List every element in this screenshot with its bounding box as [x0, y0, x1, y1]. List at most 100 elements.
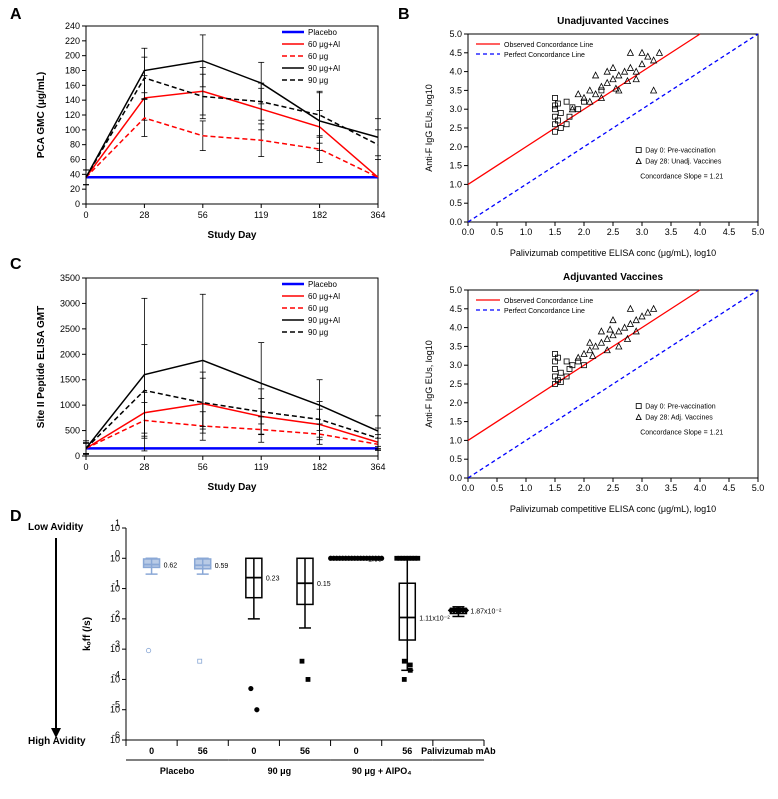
svg-text:1.0: 1.0 [520, 227, 533, 237]
svg-text:100: 100 [65, 125, 80, 135]
svg-text:Placebo: Placebo [308, 280, 337, 289]
svg-text:Day 0: Pre-vaccination: Day 0: Pre-vaccination [645, 148, 716, 155]
svg-text:Site II Peptide ELISA GMT: Site II Peptide ELISA GMT [36, 306, 47, 428]
svg-text:20: 20 [70, 184, 80, 194]
svg-text:56: 56 [198, 746, 208, 756]
svg-text:3.0: 3.0 [636, 227, 649, 237]
svg-text:140: 140 [65, 95, 80, 105]
svg-text:90 μg+Al: 90 μg+Al [308, 64, 340, 73]
svg-text:PCA GMC (μg/mL): PCA GMC (μg/mL) [36, 72, 47, 158]
svg-text:2.0: 2.0 [578, 227, 591, 237]
panel-label-a: A [10, 6, 22, 24]
svg-text:5.0: 5.0 [752, 483, 765, 493]
svg-text:Day 28: Adj. Vaccines: Day 28: Adj. Vaccines [645, 415, 713, 422]
svg-text:Low Avidity: Low Avidity [28, 522, 84, 533]
svg-text:Palivizumab competitive ELISA: Palivizumab competitive ELISA conc (μg/m… [510, 248, 716, 258]
svg-text:Day 28: Unadj. Vaccines: Day 28: Unadj. Vaccines [645, 159, 722, 166]
svg-text:3500: 3500 [60, 273, 80, 283]
svg-text:3.5: 3.5 [449, 85, 462, 95]
svg-text:3.0: 3.0 [636, 483, 649, 493]
svg-text:2.0: 2.0 [578, 483, 591, 493]
svg-text:1.0: 1.0 [520, 483, 533, 493]
svg-text:Study Day: Study Day [208, 230, 257, 241]
svg-text:0.15: 0.15 [317, 581, 331, 588]
svg-text:Perfect Concordance Line: Perfect Concordance Line [504, 308, 585, 315]
svg-text:Concordance Slope = 1.21: Concordance Slope = 1.21 [640, 430, 723, 437]
svg-text:Perfect Concordance Line: Perfect Concordance Line [504, 52, 585, 59]
svg-text:2.5: 2.5 [449, 123, 462, 133]
svg-text:Anti-F IgG EUs, log10: Anti-F IgG EUs, log10 [424, 340, 434, 428]
svg-text:1.5: 1.5 [449, 417, 462, 427]
svg-text:1000: 1000 [60, 400, 80, 410]
panel-label-b: B [398, 6, 410, 24]
svg-text:56: 56 [198, 210, 208, 220]
svg-text:364: 364 [370, 210, 385, 220]
svg-text:2.5: 2.5 [607, 483, 620, 493]
svg-text:56: 56 [402, 746, 412, 756]
svg-text:Placebo: Placebo [308, 28, 337, 37]
svg-text:60 μg: 60 μg [308, 52, 328, 61]
svg-text:1.0: 1.0 [449, 179, 462, 189]
svg-text:56: 56 [198, 462, 208, 472]
svg-text:1.0: 1.0 [449, 435, 462, 445]
svg-text:0: 0 [115, 548, 120, 558]
chart-a: 0204060801001201401601802002202400285611… [28, 16, 388, 246]
svg-text:500: 500 [65, 426, 80, 436]
svg-text:220: 220 [65, 36, 80, 46]
svg-text:Anti-F IgG EUs, log10: Anti-F IgG EUs, log10 [424, 84, 434, 172]
svg-text:182: 182 [312, 210, 327, 220]
svg-text:180: 180 [65, 66, 80, 76]
svg-text:0: 0 [75, 199, 80, 209]
svg-text:200: 200 [65, 51, 80, 61]
svg-text:0.62: 0.62 [164, 563, 178, 570]
svg-text:5.0: 5.0 [752, 227, 765, 237]
svg-text:60 μg+Al: 60 μg+Al [308, 40, 340, 49]
svg-text:0: 0 [149, 746, 154, 756]
svg-text:3.0: 3.0 [449, 360, 462, 370]
svg-text:5.0: 5.0 [449, 285, 462, 295]
svg-text:28: 28 [139, 210, 149, 220]
svg-text:Observed Concordance Line: Observed Concordance Line [504, 42, 593, 49]
svg-text:60: 60 [70, 155, 80, 165]
svg-text:0.5: 0.5 [491, 227, 504, 237]
svg-text:2000: 2000 [60, 349, 80, 359]
svg-text:-1: -1 [112, 579, 120, 589]
svg-text:1.11x10⁻²: 1.11x10⁻² [419, 615, 450, 622]
svg-text:2.0: 2.0 [449, 142, 462, 152]
svg-text:4.0: 4.0 [694, 483, 707, 493]
svg-text:0.23: 0.23 [266, 576, 280, 583]
svg-text:0.0: 0.0 [462, 483, 475, 493]
svg-text:Placebo: Placebo [160, 766, 195, 776]
svg-text:1.5: 1.5 [549, 483, 562, 493]
svg-text:2.5: 2.5 [449, 379, 462, 389]
svg-text:0: 0 [75, 451, 80, 461]
svg-text:28: 28 [139, 462, 149, 472]
svg-text:3000: 3000 [60, 298, 80, 308]
svg-text:-3: -3 [112, 639, 120, 649]
svg-text:4.0: 4.0 [449, 323, 462, 333]
svg-text:4.5: 4.5 [449, 48, 462, 58]
svg-text:1.5: 1.5 [549, 227, 562, 237]
svg-text:-2: -2 [112, 609, 120, 619]
svg-text:4.0: 4.0 [694, 227, 707, 237]
svg-text:1.5: 1.5 [449, 161, 462, 171]
svg-text:4.5: 4.5 [449, 304, 462, 314]
svg-text:90 μg: 90 μg [308, 328, 328, 337]
svg-text:0: 0 [83, 210, 88, 220]
svg-text:60 μg+Al: 60 μg+Al [308, 292, 340, 301]
svg-text:2500: 2500 [60, 324, 80, 334]
svg-text:0.0: 0.0 [449, 217, 462, 227]
svg-text:Concordance Slope = 1.21: Concordance Slope = 1.21 [640, 174, 723, 181]
svg-text:364: 364 [370, 462, 385, 472]
svg-text:120: 120 [65, 110, 80, 120]
svg-text:High Avidity: High Avidity [28, 736, 86, 747]
svg-text:Unadjuvanted Vaccines: Unadjuvanted Vaccines [557, 16, 669, 27]
svg-text:Study Day: Study Day [208, 482, 257, 493]
svg-text:182: 182 [312, 462, 327, 472]
svg-text:119: 119 [254, 462, 268, 472]
svg-text:2.0: 2.0 [449, 398, 462, 408]
svg-text:0.0: 0.0 [449, 473, 462, 483]
svg-text:0.5: 0.5 [449, 198, 462, 208]
svg-text:-6: -6 [112, 730, 120, 740]
svg-text:60 μg: 60 μg [308, 304, 328, 313]
